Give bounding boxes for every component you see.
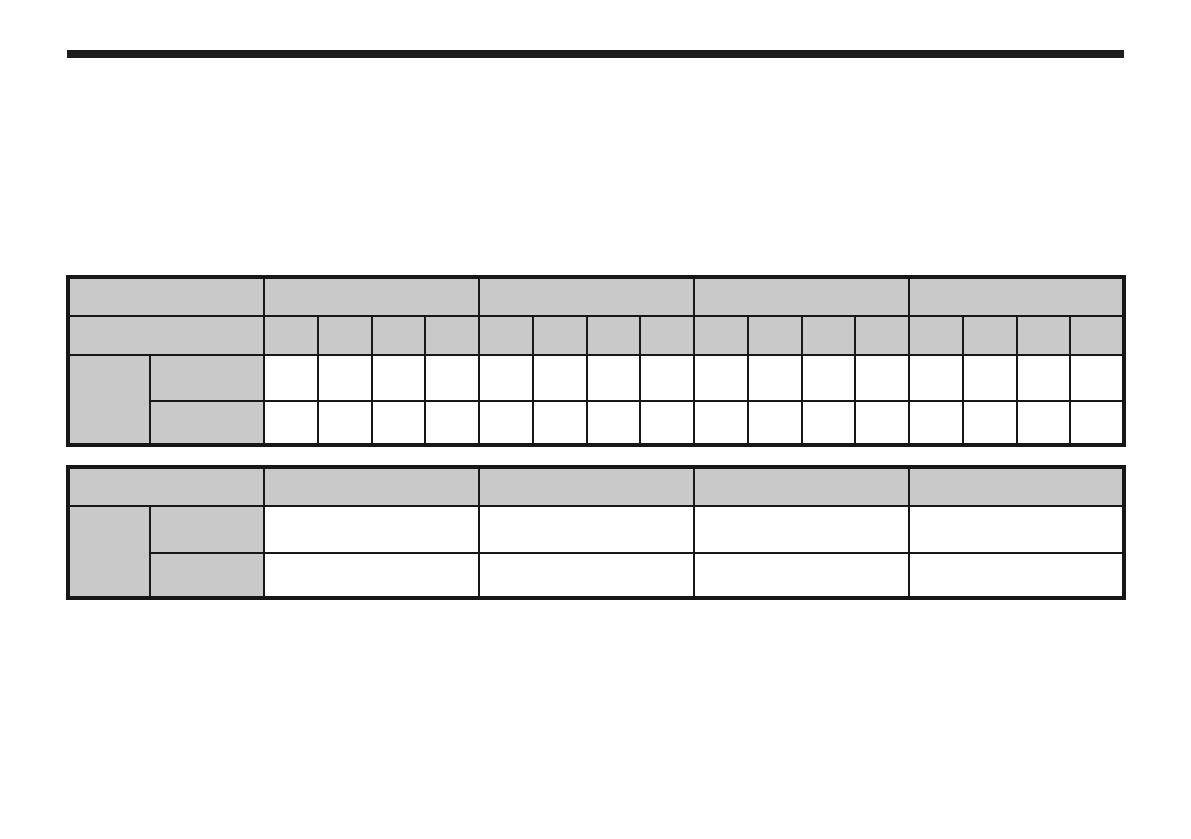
lower-column-header-cell-2 xyxy=(478,466,695,507)
upper-subcolumn-header-cell-12 xyxy=(854,315,910,356)
upper-row-label-cell-1 xyxy=(149,354,265,402)
upper-subcolumn-header-cell-3 xyxy=(370,315,427,356)
upper-row-label-cell-2 xyxy=(149,400,265,446)
upper-data-cell-r1c7 xyxy=(585,354,642,402)
lower-row-label-cell-1 xyxy=(149,505,265,554)
lower-data-cell-r2c2 xyxy=(478,552,695,599)
upper-data-cell-r2c3 xyxy=(370,400,427,446)
upper-data-cell-r1c9 xyxy=(693,354,749,402)
lower-data-cell-r1c1 xyxy=(263,505,480,554)
top-rule-divider xyxy=(67,50,1124,58)
upper-subcolumn-header-cell-10 xyxy=(746,315,803,356)
upper-group-header-row xyxy=(67,276,1125,317)
upper-data-cell-r1c14 xyxy=(961,354,1018,402)
upper-data-cell-r2c11 xyxy=(800,400,857,446)
upper-data-cell-r1c11 xyxy=(800,354,857,402)
upper-subheader-label-cell xyxy=(67,315,265,356)
upper-data-cell-r1c4 xyxy=(424,354,480,402)
lower-data-row-1 xyxy=(67,505,1125,599)
lower-schedule-table xyxy=(66,465,1126,600)
upper-data-cell-r1c13 xyxy=(908,354,964,402)
upper-group-header-cell-4 xyxy=(908,276,1125,317)
upper-data-cell-r1c3 xyxy=(370,354,427,402)
upper-data-cell-r2c13 xyxy=(908,400,964,446)
upper-data-cell-r1c6 xyxy=(531,354,588,402)
upper-subcolumn-header-row xyxy=(67,315,1125,356)
upper-data-cell-r2c9 xyxy=(693,400,749,446)
upper-data-cell-r1c1 xyxy=(263,354,319,402)
upper-schedule-table xyxy=(66,275,1126,447)
upper-data-cell-r2c12 xyxy=(854,400,910,446)
upper-data-cell-r2c15 xyxy=(1015,400,1072,446)
lower-table-body xyxy=(67,466,1125,599)
upper-data-cell-r2c10 xyxy=(746,400,803,446)
upper-subcolumn-header-cell-9 xyxy=(693,315,749,356)
upper-corner-header-cell xyxy=(67,276,265,317)
upper-data-cell-r2c14 xyxy=(961,400,1018,446)
upper-subcolumn-header-cell-7 xyxy=(585,315,642,356)
upper-subcolumn-header-cell-15 xyxy=(1015,315,1072,356)
lower-data-cell-r1c2 xyxy=(478,505,695,554)
upper-data-cell-r2c8 xyxy=(639,400,695,446)
upper-subcolumn-header-cell-4 xyxy=(424,315,480,356)
upper-data-row-1 xyxy=(67,354,1125,446)
lower-row-label-cell-2 xyxy=(149,552,265,599)
upper-subcolumn-header-cell-8 xyxy=(639,315,695,356)
upper-data-cell-r1c10 xyxy=(746,354,803,402)
upper-group-header-cell-3 xyxy=(693,276,910,317)
upper-table-body xyxy=(67,276,1125,446)
upper-group-header-cell-2 xyxy=(478,276,695,317)
upper-data-row-2 xyxy=(68,400,1125,446)
upper-subcolumn-header-cell-2 xyxy=(316,315,373,356)
upper-subcolumn-header-cell-11 xyxy=(800,315,857,356)
lower-row-group-label-cell xyxy=(67,505,151,599)
upper-data-cell-r1c5 xyxy=(478,354,534,402)
upper-subcolumn-header-cell-6 xyxy=(531,315,588,356)
lower-data-row-2 xyxy=(68,552,1125,599)
upper-data-cell-r2c6 xyxy=(531,400,588,446)
upper-data-cell-r2c7 xyxy=(585,400,642,446)
upper-data-cell-r1c8 xyxy=(639,354,695,402)
lower-data-cell-r1c3 xyxy=(693,505,910,554)
lower-column-header-cell-3 xyxy=(693,466,910,507)
lower-column-header-cell-4 xyxy=(908,466,1125,507)
upper-data-cell-r1c2 xyxy=(316,354,373,402)
upper-data-cell-r2c4 xyxy=(424,400,480,446)
upper-row-group-label-cell xyxy=(67,354,151,446)
upper-subcolumn-header-cell-5 xyxy=(478,315,534,356)
upper-data-cell-r1c12 xyxy=(854,354,910,402)
upper-data-cell-r1c15 xyxy=(1015,354,1072,402)
upper-group-header-cell-1 xyxy=(263,276,480,317)
upper-data-cell-r2c2 xyxy=(316,400,373,446)
upper-data-cell-r2c16 xyxy=(1069,400,1125,446)
upper-data-cell-r2c5 xyxy=(478,400,534,446)
lower-data-cell-r1c4 xyxy=(908,505,1125,554)
lower-corner-header-cell xyxy=(67,466,265,507)
upper-subcolumn-header-cell-14 xyxy=(961,315,1018,356)
lower-data-cell-r2c4 xyxy=(908,552,1125,599)
lower-header-row xyxy=(67,466,1125,507)
upper-subcolumn-header-cell-16 xyxy=(1069,315,1125,356)
lower-column-header-cell-1 xyxy=(263,466,480,507)
lower-data-cell-r2c3 xyxy=(693,552,910,599)
upper-data-cell-r1c16 xyxy=(1069,354,1125,402)
lower-data-cell-r2c1 xyxy=(263,552,480,599)
upper-subcolumn-header-cell-13 xyxy=(908,315,964,356)
upper-subcolumn-header-cell-1 xyxy=(263,315,319,356)
upper-data-cell-r2c1 xyxy=(263,400,319,446)
